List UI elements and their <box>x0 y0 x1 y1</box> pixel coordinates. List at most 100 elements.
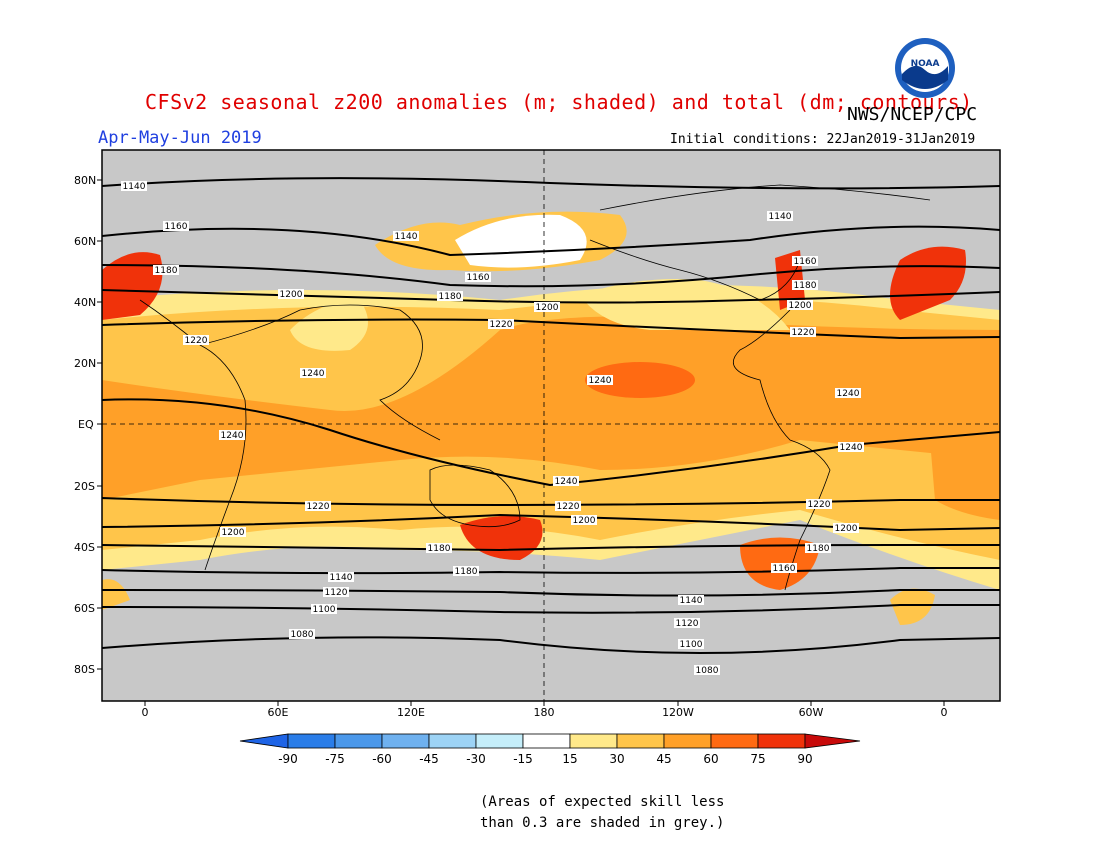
svg-text:1180: 1180 <box>439 292 462 302</box>
colorbar-label: 60 <box>703 752 718 766</box>
svg-text:1240: 1240 <box>555 477 578 487</box>
colorbar-swatch <box>710 733 759 749</box>
contour-label: 1100 <box>311 604 337 615</box>
contour-label: 1140 <box>121 181 147 192</box>
contour-label: 1240 <box>835 388 861 399</box>
svg-text:1220: 1220 <box>808 500 831 510</box>
logo-text: NOAA <box>911 59 940 69</box>
contour-label: 1220 <box>488 319 514 330</box>
colorbar-label: 75 <box>750 752 765 766</box>
contour-label: 1200 <box>787 300 813 311</box>
svg-text:1240: 1240 <box>589 376 612 386</box>
svg-text:1160: 1160 <box>165 222 188 232</box>
svg-text:1200: 1200 <box>280 290 303 300</box>
contour-label: 1140 <box>328 572 354 583</box>
svg-text:1200: 1200 <box>573 516 596 526</box>
colorbar-swatch <box>287 733 336 749</box>
contour-label: 1220 <box>790 327 816 338</box>
svg-text:1200: 1200 <box>222 528 245 538</box>
svg-text:1200: 1200 <box>789 301 812 311</box>
svg-text:1180: 1180 <box>428 544 451 554</box>
lon-label: 60E <box>268 706 289 719</box>
lat-label: 80S <box>74 663 95 676</box>
coastlines <box>139 184 931 591</box>
contour-label: 1100 <box>678 639 704 650</box>
svg-text:1120: 1120 <box>676 619 699 629</box>
contour-label: 1220 <box>806 499 832 510</box>
svg-text:1180: 1180 <box>155 266 178 276</box>
contour-label: 1180 <box>426 543 452 554</box>
contour-label: 1220 <box>555 501 581 512</box>
svg-text:1140: 1140 <box>330 573 353 583</box>
contour-label: 1240 <box>553 476 579 487</box>
contour-label: 1220 <box>305 501 331 512</box>
contour-label: 1200 <box>833 523 859 534</box>
latitude-axis: 80N 60N 40N 20N EQ 20S 40S 60S 80S <box>74 174 102 676</box>
contour-label: 1160 <box>465 272 491 283</box>
lat-label: 20N <box>74 357 96 370</box>
contour-label: 1200 <box>534 302 560 313</box>
contour-label: 1240 <box>587 375 613 386</box>
svg-text:1220: 1220 <box>792 328 815 338</box>
contour-label: 1180 <box>805 543 831 554</box>
svg-text:1080: 1080 <box>696 666 719 676</box>
svg-text:1100: 1100 <box>313 605 336 615</box>
svg-text:1180: 1180 <box>455 567 478 577</box>
map-title: CFSv2 seasonal z200 anomalies (m; shaded… <box>145 90 973 114</box>
svg-text:1100: 1100 <box>680 640 703 650</box>
colorbar-swatch <box>475 733 524 749</box>
noaa-logo-icon: NOAA <box>895 38 955 98</box>
colorbar-label: 90 <box>797 752 812 766</box>
contour-label: 1200 <box>220 527 246 538</box>
skill-note: (Areas of expected skill less than 0.3 a… <box>480 792 724 834</box>
contour-label: 1180 <box>437 291 463 302</box>
lon-label: 120W <box>662 706 694 719</box>
map-frame <box>101 149 1001 702</box>
colorbar-label: -15 <box>513 752 533 766</box>
contour-label: 1180 <box>792 280 818 291</box>
contour-label: 1180 <box>453 566 479 577</box>
lat-label: EQ <box>78 418 94 431</box>
colorbar-swatch <box>569 733 618 749</box>
svg-text:1160: 1160 <box>773 564 796 574</box>
skill-note-line-1: (Areas of expected skill less <box>480 794 725 810</box>
colorbar-label: 45 <box>656 752 671 766</box>
colorbar-arrow-left <box>239 733 289 749</box>
colorbar-arrow-right <box>804 733 861 749</box>
lat-label: 20S <box>74 480 95 493</box>
lon-label: 0 <box>941 706 948 719</box>
svg-text:1140: 1140 <box>769 212 792 222</box>
contour-label: 1120 <box>674 618 700 629</box>
contour-label: 1140 <box>678 595 704 606</box>
svg-text:1140: 1140 <box>680 596 703 606</box>
svg-text:1240: 1240 <box>302 369 325 379</box>
colorbar-label: -90 <box>278 752 298 766</box>
svg-text:1160: 1160 <box>467 273 490 283</box>
contour-label: 1160 <box>771 563 797 574</box>
svg-text:1140: 1140 <box>395 232 418 242</box>
colorbar-label: -60 <box>372 752 392 766</box>
svg-text:1220: 1220 <box>557 502 580 512</box>
colorbar-swatch <box>663 733 712 749</box>
colorbar-label: -30 <box>466 752 486 766</box>
longitude-axis: 0 60E 120E 180 120W 60W 0 <box>142 701 948 719</box>
svg-text:1120: 1120 <box>325 588 348 598</box>
initial-conditions: Initial conditions: 22Jan2019-31Jan2019 <box>670 132 976 147</box>
contour-label: 1080 <box>694 665 720 676</box>
lon-label: 120E <box>397 706 425 719</box>
svg-text:1240: 1240 <box>221 431 244 441</box>
contour-label: 1220 <box>183 335 209 346</box>
svg-text:1220: 1220 <box>185 336 208 346</box>
colorbar-swatch <box>757 733 806 749</box>
colorbar-swatch <box>428 733 477 749</box>
shaded-anomalies <box>102 150 1000 701</box>
colorbar-label: 30 <box>609 752 624 766</box>
height-contours <box>102 177 1000 654</box>
contour-label: 1200 <box>278 289 304 300</box>
lon-label: 0 <box>142 706 149 719</box>
lat-label: 40N <box>74 296 96 309</box>
lon-label: 60W <box>799 706 824 719</box>
season-label: Apr-May-Jun 2019 <box>98 128 262 148</box>
colorbar-swatch <box>616 733 665 749</box>
lat-label: 60S <box>74 602 95 615</box>
